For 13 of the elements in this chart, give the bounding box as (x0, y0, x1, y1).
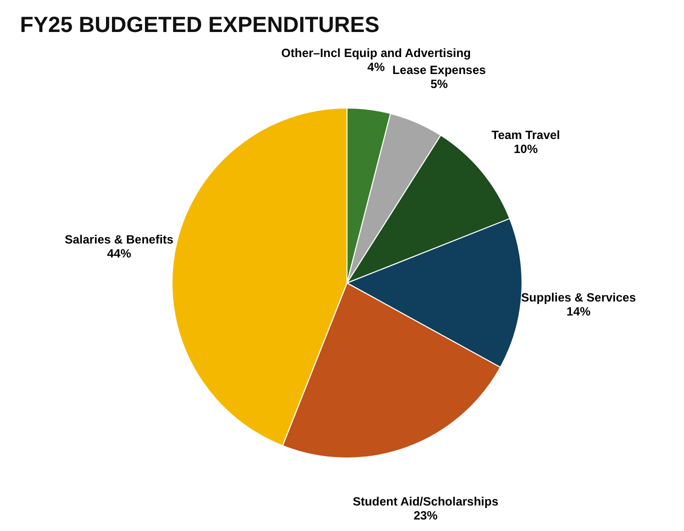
slice-label: Supplies & Services (521, 290, 636, 305)
data-label: 10% (514, 142, 538, 156)
slice-label: Other–Incl Equip and Advertising (281, 46, 471, 60)
data-label: 44% (107, 246, 132, 261)
data-label: 23% (414, 508, 438, 522)
chart-title: FY25 BUDGETED EXPENDITURES (20, 12, 380, 37)
slice-label: Salaries & Benefits (64, 232, 174, 247)
data-label: 14% (566, 304, 591, 319)
slice-label: Student Aid/Scholarships (352, 494, 499, 508)
data-label: 4% (367, 60, 386, 74)
data-label: 5% (430, 77, 448, 92)
slice-label: Team Travel (492, 128, 560, 142)
slice-label: Lease Expenses (392, 63, 486, 78)
